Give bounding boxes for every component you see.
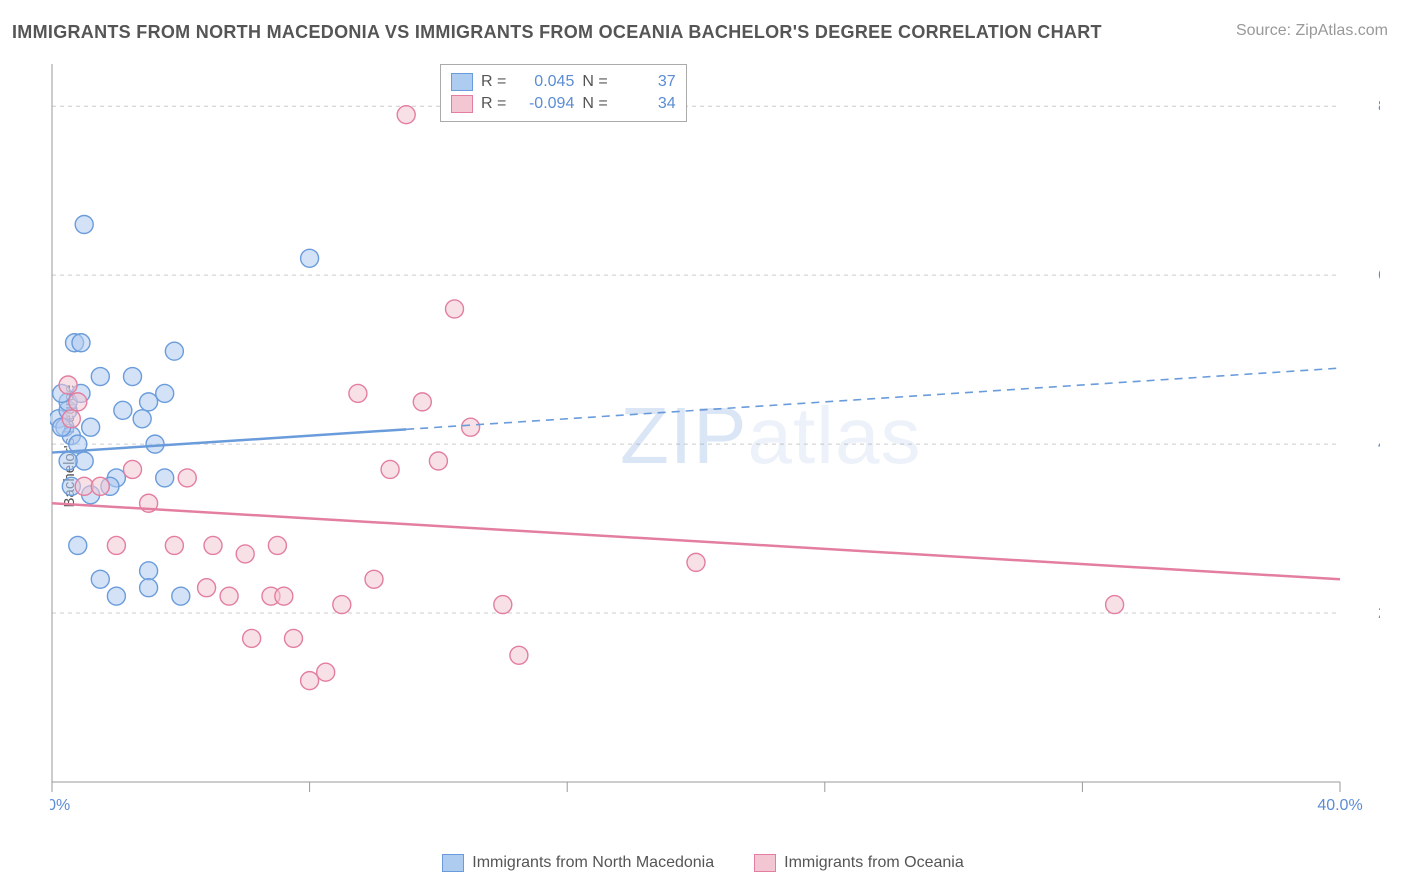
stat-value-r: -0.094 [514,93,574,115]
stat-label-n: N = [582,93,607,115]
legend-item: Immigrants from North Macedonia [442,854,714,872]
stat-label-r: R = [481,93,506,115]
stat-label-r: R = [481,71,506,93]
svg-text:40.0%: 40.0% [1317,797,1362,812]
series-swatch [451,73,473,91]
legend-item: Immigrants from Oceania [754,854,964,872]
stat-value-n: 34 [616,93,676,115]
svg-text:0.0%: 0.0% [50,797,70,812]
legend-label: Immigrants from North Macedonia [472,854,714,872]
svg-text:80.0%: 80.0% [1378,98,1380,115]
svg-text:60.0%: 60.0% [1378,267,1380,284]
series-swatch [451,95,473,113]
stats-row: R = -0.094 N = 34 [451,93,676,115]
series-swatch [754,854,776,872]
series-swatch [442,854,464,872]
legend-label: Immigrants from Oceania [784,854,964,872]
svg-text:20.0%: 20.0% [1378,605,1380,622]
stat-value-r: 0.045 [514,71,574,93]
stat-label-n: N = [582,71,607,93]
source-attribution: Source: ZipAtlas.com [1236,22,1388,40]
correlation-stats-box: R = 0.045 N = 37 R = -0.094 N = 34 [440,64,687,122]
bottom-legend: Immigrants from North Macedonia Immigran… [0,854,1406,872]
svg-text:40.0%: 40.0% [1378,436,1380,453]
stat-value-n: 37 [616,71,676,93]
watermark: ZIPatlas [620,390,921,482]
chart-title: IMMIGRANTS FROM NORTH MACEDONIA VS IMMIG… [12,22,1102,43]
stats-row: R = 0.045 N = 37 [451,71,676,93]
